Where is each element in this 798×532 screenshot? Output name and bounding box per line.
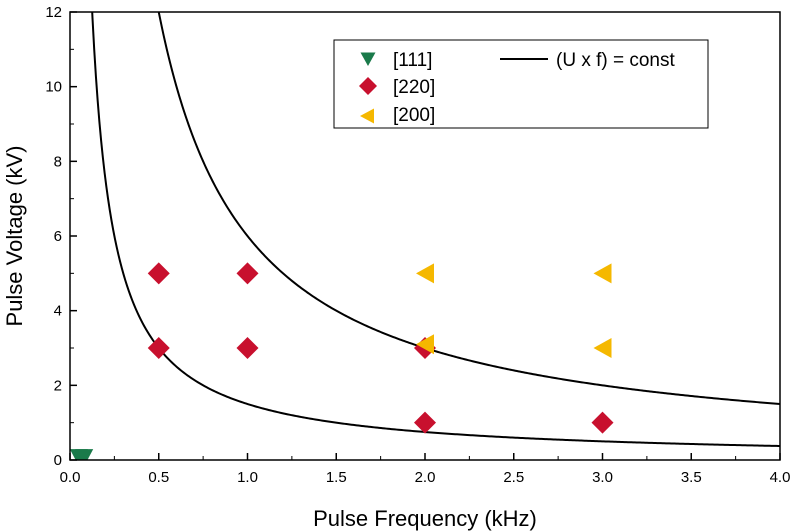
legend-marker-200	[360, 108, 374, 124]
x-tick-label: 3.5	[681, 469, 702, 486]
y-axis: 0 2 4 6 8 10 12	[45, 4, 77, 469]
legend-box	[333, 39, 709, 129]
data-point	[414, 411, 436, 434]
data-point	[75, 449, 94, 460]
curve-line	[91, 12, 780, 447]
data-point	[236, 262, 259, 285]
y-tick-label: 6	[54, 228, 62, 245]
x-tick-label: 1.0	[237, 469, 258, 486]
data-point	[147, 337, 170, 359]
data-point	[416, 334, 434, 355]
x-tick-label: 4.0	[770, 469, 791, 486]
legend-label-200: [200]	[393, 105, 435, 126]
markers	[70, 262, 614, 460]
legend-marker-111	[360, 52, 376, 66]
data-point	[147, 262, 170, 285]
y-tick-label: 10	[45, 79, 62, 96]
x-tick-label: 2.0	[415, 469, 436, 486]
data-point	[593, 338, 612, 358]
legend-marker-220	[359, 77, 377, 95]
y-tick-label: 4	[54, 303, 62, 320]
data-point	[416, 263, 434, 284]
legend-label-curve: (U x f) = const	[556, 50, 675, 71]
y-tick-label: 12	[45, 4, 62, 21]
y-axis-title: Pulse Voltage (kV)	[2, 146, 27, 327]
x-tick-label: 0.0	[60, 469, 81, 486]
y-tick-label: 2	[54, 377, 62, 394]
data-point	[593, 263, 612, 284]
x-tick-label: 1.5	[326, 469, 347, 486]
x-tick-label: 3.0	[592, 469, 613, 486]
data-point	[236, 337, 259, 359]
x-tick-label: 0.5	[148, 469, 169, 486]
y-tick-label: 8	[54, 153, 62, 170]
data-point	[591, 411, 614, 434]
y-tick-label: 0	[54, 452, 62, 469]
legend-label-111: [111]	[393, 50, 432, 71]
x-axis: 0.0 0.5 1.0 1.5 2.0 2.5 3.0 3.5 4.0	[60, 453, 791, 486]
legend: [111] [220] [200] (U x f) = const	[333, 39, 709, 129]
curve-line	[157, 12, 780, 405]
legend-label-220: [220]	[393, 77, 435, 98]
curves	[91, 12, 780, 447]
x-axis-title: Pulse Frequency (kHz)	[313, 506, 537, 531]
x-tick-label: 2.5	[503, 469, 524, 486]
